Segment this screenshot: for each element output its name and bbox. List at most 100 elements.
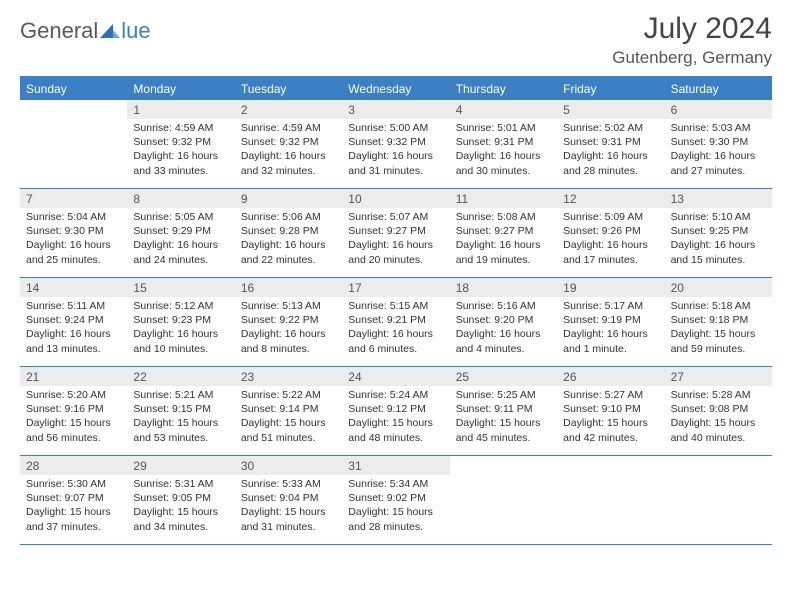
sunrise-text: Sunrise: 5:27 AM — [563, 388, 658, 402]
sunset-text: Sunset: 9:31 PM — [456, 135, 551, 149]
sunset-text: Sunset: 9:16 PM — [26, 402, 121, 416]
sunset-text: Sunset: 9:27 PM — [348, 224, 443, 238]
daylight-text: Daylight: 15 hours and 31 minutes. — [241, 505, 336, 533]
sunset-text: Sunset: 9:24 PM — [26, 313, 121, 327]
day-number: 17 — [342, 278, 449, 297]
day-body: Sunrise: 5:07 AMSunset: 9:27 PMDaylight:… — [342, 208, 449, 271]
day-body: Sunrise: 5:10 AMSunset: 9:25 PMDaylight:… — [665, 208, 772, 271]
day-cell: 22Sunrise: 5:21 AMSunset: 9:15 PMDayligh… — [127, 367, 234, 455]
logo-text-2: lue — [121, 18, 150, 44]
daylight-text: Daylight: 16 hours and 8 minutes. — [241, 327, 336, 355]
day-cell: 17Sunrise: 5:15 AMSunset: 9:21 PMDayligh… — [342, 278, 449, 366]
day-cell: 7Sunrise: 5:04 AMSunset: 9:30 PMDaylight… — [20, 189, 127, 277]
sunset-text: Sunset: 9:08 PM — [671, 402, 766, 416]
sunrise-text: Sunrise: 5:17 AM — [563, 299, 658, 313]
day-cell: 4Sunrise: 5:01 AMSunset: 9:31 PMDaylight… — [450, 100, 557, 188]
day-cell: 11Sunrise: 5:08 AMSunset: 9:27 PMDayligh… — [450, 189, 557, 277]
day-body: Sunrise: 5:22 AMSunset: 9:14 PMDaylight:… — [235, 386, 342, 449]
day-cell: 20Sunrise: 5:18 AMSunset: 9:18 PMDayligh… — [665, 278, 772, 366]
daylight-text: Daylight: 16 hours and 15 minutes. — [671, 238, 766, 266]
day-number: 7 — [20, 189, 127, 208]
sunset-text: Sunset: 9:28 PM — [241, 224, 336, 238]
day-cell: 30 Sunrise: 5:33 AMSunset: 9:04 PMDayligh… — [235, 456, 342, 544]
day-number — [557, 456, 664, 475]
day-number: 25 — [450, 367, 557, 386]
sunset-text: Sunset: 9:19 PM — [563, 313, 658, 327]
day-number: 6 — [665, 100, 772, 119]
sunset-text: Sunset: 9:14 PM — [241, 402, 336, 416]
sunrise-text: Sunrise: 5:11 AM — [26, 299, 121, 313]
day-number — [665, 456, 772, 475]
sunset-text: Sunset: 9:32 PM — [241, 135, 336, 149]
day-cell: 6Sunrise: 5:03 AMSunset: 9:30 PMDaylight… — [665, 100, 772, 188]
daylight-text: Daylight: 15 hours and 28 minutes. — [348, 505, 443, 533]
day-body: Sunrise: 5:08 AMSunset: 9:27 PMDaylight:… — [450, 208, 557, 271]
day-number: 30 — [235, 456, 342, 475]
sunrise-text: Sunrise: 4:59 AM — [133, 121, 228, 135]
sunrise-text: Sunrise: 5:33 AM — [241, 477, 336, 491]
sunrise-text: Sunrise: 4:59 AM — [241, 121, 336, 135]
day-number — [20, 100, 127, 119]
day-body: Sunrise: 5:18 AMSunset: 9:18 PMDaylight:… — [665, 297, 772, 360]
daylight-text: Daylight: 16 hours and 19 minutes. — [456, 238, 551, 266]
dow-sun: Sunday — [20, 78, 127, 100]
sunset-text: Sunset: 9:31 PM — [563, 135, 658, 149]
sunrise-text: Sunrise: 5:22 AM — [241, 388, 336, 402]
daylight-text: Daylight: 16 hours and 1 minute. — [563, 327, 658, 355]
day-number: 2 — [235, 100, 342, 119]
dow-sat: Saturday — [665, 78, 772, 100]
day-number: 8 — [127, 189, 234, 208]
sunset-text: Sunset: 9:26 PM — [563, 224, 658, 238]
day-body: Sunrise: 5:05 AMSunset: 9:29 PMDaylight:… — [127, 208, 234, 271]
day-cell — [20, 100, 127, 188]
sunrise-text: Sunrise: 5:20 AM — [26, 388, 121, 402]
sunrise-text: Sunrise: 5:06 AM — [241, 210, 336, 224]
sunrise-text: Sunrise: 5:12 AM — [133, 299, 228, 313]
day-number: 27 — [665, 367, 772, 386]
day-number: 10 — [342, 189, 449, 208]
sunrise-text: Sunrise: 5:25 AM — [456, 388, 551, 402]
sunset-text: Sunset: 9:10 PM — [563, 402, 658, 416]
sunset-text: Sunset: 9:12 PM — [348, 402, 443, 416]
day-cell: 5Sunrise: 5:02 AMSunset: 9:31 PMDaylight… — [557, 100, 664, 188]
daylight-text: Daylight: 15 hours and 37 minutes. — [26, 505, 121, 533]
day-cell — [665, 456, 772, 544]
sunset-text: Sunset: 9:23 PM — [133, 313, 228, 327]
header: General lue July 2024 Gutenberg, Germany — [20, 12, 772, 68]
day-body: Sunrise: 5:12 AMSunset: 9:23 PMDaylight:… — [127, 297, 234, 360]
day-cell — [557, 456, 664, 544]
sunrise-text: Sunrise: 5:05 AM — [133, 210, 228, 224]
daylight-text: Daylight: 15 hours and 53 minutes. — [133, 416, 228, 444]
dow-thu: Thursday — [450, 78, 557, 100]
sunset-text: Sunset: 9:04 PM — [241, 491, 336, 505]
dow-mon: Monday — [127, 78, 234, 100]
sunset-text: Sunset: 9:32 PM — [133, 135, 228, 149]
day-cell: 31Sunrise: 5:34 AMSunset: 9:02 PMDayligh… — [342, 456, 449, 544]
sunrise-text: Sunrise: 5:34 AM — [348, 477, 443, 491]
day-body: Sunrise: 5:06 AMSunset: 9:28 PMDaylight:… — [235, 208, 342, 271]
daylight-text: Daylight: 16 hours and 4 minutes. — [456, 327, 551, 355]
daylight-text: Daylight: 16 hours and 33 minutes. — [133, 149, 228, 177]
day-cell: 14Sunrise: 5:11 AMSunset: 9:24 PMDayligh… — [20, 278, 127, 366]
day-cell: 12Sunrise: 5:09 AMSunset: 9:26 PMDayligh… — [557, 189, 664, 277]
day-cell: 27Sunrise: 5:28 AMSunset: 9:08 PMDayligh… — [665, 367, 772, 455]
sunrise-text: Sunrise: 5:21 AM — [133, 388, 228, 402]
day-number: 28 — [20, 456, 127, 475]
daylight-text: Daylight: 16 hours and 13 minutes. — [26, 327, 121, 355]
day-body: Sunrise: 5:30 AMSunset: 9:07 PMDaylight:… — [20, 475, 127, 538]
sunset-text: Sunset: 9:30 PM — [26, 224, 121, 238]
sunrise-text: Sunrise: 5:13 AM — [241, 299, 336, 313]
day-cell: 28Sunrise: 5:30 AMSunset: 9:07 PMDayligh… — [20, 456, 127, 544]
day-number: 22 — [127, 367, 234, 386]
week-row: 14Sunrise: 5:11 AMSunset: 9:24 PMDayligh… — [20, 278, 772, 367]
sunset-text: Sunset: 9:20 PM — [456, 313, 551, 327]
day-body: Sunrise: 4:59 AMSunset: 9:32 PMDaylight:… — [127, 119, 234, 182]
logo-text-1: General — [20, 18, 98, 44]
day-body: Sunrise: 4:59 AMSunset: 9:32 PMDaylight:… — [235, 119, 342, 182]
dow-row: Sunday Monday Tuesday Wednesday Thursday… — [20, 78, 772, 100]
daylight-text: Daylight: 16 hours and 30 minutes. — [456, 149, 551, 177]
calendar: Sunday Monday Tuesday Wednesday Thursday… — [20, 76, 772, 545]
day-body: Sunrise: 5:34 AMSunset: 9:02 PMDaylight:… — [342, 475, 449, 538]
day-body: Sunrise: 5:11 AMSunset: 9:24 PMDaylight:… — [20, 297, 127, 360]
daylight-text: Daylight: 16 hours and 17 minutes. — [563, 238, 658, 266]
